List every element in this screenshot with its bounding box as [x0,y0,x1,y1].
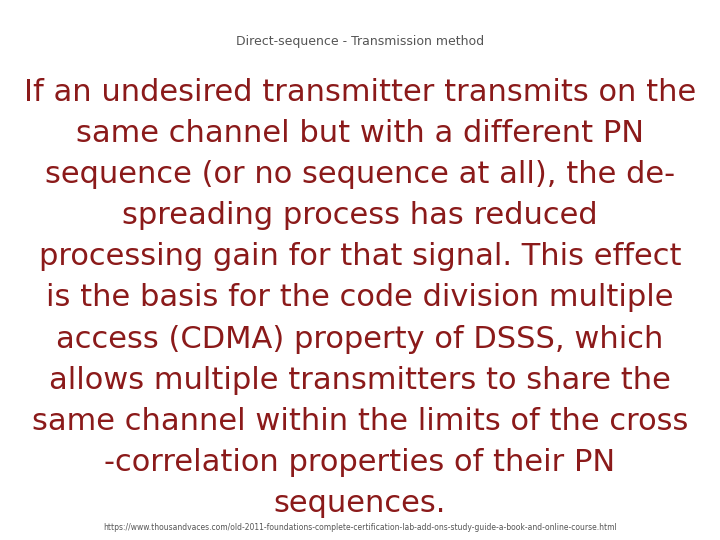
Text: sequence (or no sequence at all), the de-: sequence (or no sequence at all), the de… [45,160,675,190]
Text: same channel but with a different PN: same channel but with a different PN [76,119,644,148]
Text: https://www.thousandvaces.com/old-2011-foundations-complete-certification-lab-ad: https://www.thousandvaces.com/old-2011-f… [103,523,617,532]
Text: allows multiple transmitters to share the: allows multiple transmitters to share th… [49,366,671,395]
Text: is the basis for the code division multiple: is the basis for the code division multi… [46,284,674,313]
Text: If an undesired transmitter transmits on the: If an undesired transmitter transmits on… [24,78,696,107]
Text: processing gain for that signal. This effect: processing gain for that signal. This ef… [39,242,681,272]
Text: Direct-sequence - Transmission method: Direct-sequence - Transmission method [236,35,484,48]
Text: same channel within the limits of the cross: same channel within the limits of the cr… [32,407,688,436]
Text: -correlation properties of their PN: -correlation properties of their PN [104,448,616,477]
Text: access (CDMA) property of DSSS, which: access (CDMA) property of DSSS, which [56,325,664,354]
Text: sequences.: sequences. [274,489,446,518]
Text: spreading process has reduced: spreading process has reduced [122,201,598,231]
